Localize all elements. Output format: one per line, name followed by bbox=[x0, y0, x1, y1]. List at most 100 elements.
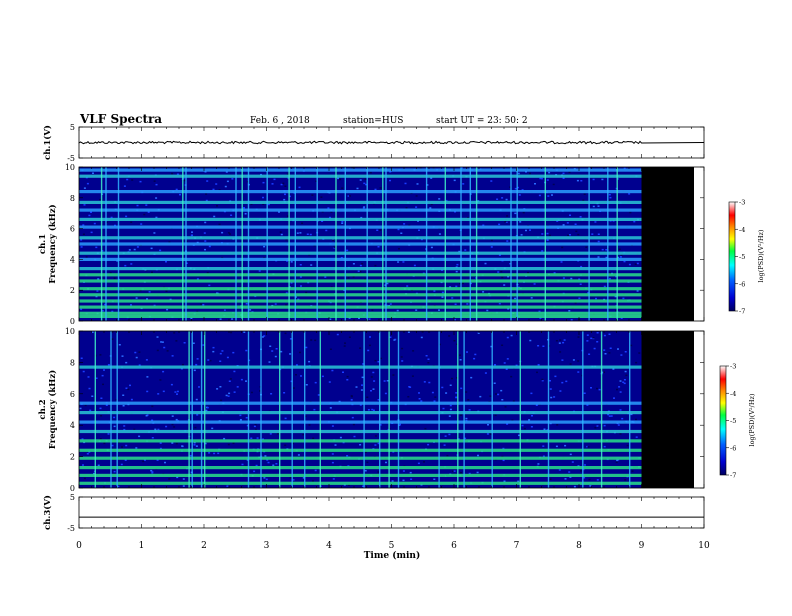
noise-speck bbox=[206, 272, 209, 274]
noise-speck bbox=[484, 262, 487, 265]
noise-speck bbox=[501, 197, 504, 199]
noise-speck bbox=[570, 277, 573, 280]
noise-speck bbox=[568, 471, 571, 473]
noise-speck bbox=[418, 398, 421, 400]
noise-speck bbox=[542, 445, 545, 447]
sferic-impulse bbox=[519, 331, 521, 488]
noise-speck bbox=[460, 472, 462, 474]
noise-speck bbox=[166, 308, 169, 311]
sferic-impulse bbox=[200, 331, 203, 488]
noise-speck bbox=[209, 359, 212, 362]
noise-speck bbox=[564, 478, 567, 480]
noise-speck bbox=[183, 179, 186, 182]
header-date: Feb. 6 , 2018 bbox=[250, 116, 310, 126]
waveform-trace bbox=[78, 140, 705, 145]
noise-speck bbox=[146, 376, 149, 378]
noise-speck bbox=[465, 417, 468, 420]
noise-speck bbox=[605, 249, 608, 251]
noise-speck bbox=[374, 188, 377, 191]
noise-speck bbox=[250, 203, 253, 205]
noise-speck bbox=[193, 444, 196, 446]
noise-speck bbox=[231, 178, 234, 180]
noise-speck bbox=[635, 418, 637, 421]
spectral-band bbox=[79, 174, 642, 178]
noise-speck bbox=[267, 461, 270, 464]
noise-speck bbox=[433, 290, 436, 292]
noise-speck bbox=[389, 303, 392, 305]
noise-speck bbox=[592, 337, 595, 339]
sferic-impulse bbox=[185, 167, 187, 321]
noise-speck bbox=[290, 261, 293, 263]
noise-speck bbox=[596, 425, 599, 427]
noise-speck bbox=[455, 392, 458, 394]
noise-speck bbox=[359, 270, 362, 273]
noise-speck bbox=[148, 291, 151, 293]
noise-speck bbox=[130, 304, 132, 306]
noise-speck bbox=[423, 381, 426, 383]
x-tick-label: 9 bbox=[639, 541, 645, 551]
noise-speck bbox=[196, 278, 199, 280]
noise-speck bbox=[315, 180, 318, 182]
noise-speck bbox=[445, 199, 448, 202]
noise-speck bbox=[136, 204, 139, 207]
noise-speck bbox=[150, 469, 153, 472]
noise-speck bbox=[226, 485, 229, 487]
y-axis-label: Frequency (kHz) bbox=[47, 370, 58, 449]
noise-speck bbox=[151, 471, 154, 473]
noise-speck bbox=[175, 442, 178, 445]
noise-speck bbox=[619, 433, 622, 435]
noise-speck bbox=[341, 187, 344, 189]
spectral-band bbox=[79, 299, 642, 303]
colorbar-ch2-label: log(PSD)(V²/Hz) bbox=[748, 393, 756, 446]
noise-speck bbox=[633, 220, 636, 223]
noise-speck bbox=[551, 194, 553, 196]
noise-speck bbox=[255, 464, 258, 467]
noise-speck bbox=[441, 386, 444, 389]
noise-speck bbox=[95, 295, 98, 298]
sferic-impulse bbox=[241, 167, 243, 321]
noise-speck bbox=[227, 232, 230, 234]
noise-speck bbox=[299, 264, 302, 266]
noise-speck bbox=[438, 309, 440, 311]
noise-speck bbox=[99, 354, 102, 356]
noise-speck bbox=[503, 362, 506, 364]
noise-speck bbox=[386, 282, 389, 285]
noise-speck bbox=[363, 182, 366, 185]
noise-speck bbox=[495, 393, 497, 395]
noise-speck bbox=[401, 347, 404, 350]
sferic-impulse bbox=[607, 167, 609, 321]
noise-speck bbox=[195, 363, 198, 366]
noise-speck bbox=[591, 233, 594, 235]
y-tick-label: 8 bbox=[70, 194, 75, 203]
sferic-impulse bbox=[247, 331, 250, 488]
noise-speck bbox=[577, 233, 580, 236]
sferic-impulse bbox=[616, 167, 618, 321]
noise-speck bbox=[171, 172, 174, 175]
sferic-impulse bbox=[116, 331, 118, 488]
noise-speck bbox=[620, 317, 623, 319]
colorbar-tick-label: -3 bbox=[730, 363, 736, 371]
sferic-impulse bbox=[469, 167, 471, 321]
noise-speck bbox=[114, 224, 116, 227]
noise-speck bbox=[402, 261, 405, 263]
noise-speck bbox=[367, 409, 370, 411]
sferic-impulse bbox=[382, 167, 384, 321]
noise-speck bbox=[579, 216, 582, 218]
noise-speck bbox=[168, 241, 171, 243]
sferic-impulse bbox=[204, 331, 206, 488]
noise-speck bbox=[574, 302, 577, 304]
noise-speck bbox=[249, 309, 252, 311]
noise-speck bbox=[228, 380, 231, 382]
noise-speck bbox=[427, 358, 430, 360]
noise-speck bbox=[113, 277, 116, 279]
noise-speck bbox=[360, 216, 363, 219]
noise-speck bbox=[327, 207, 330, 209]
noise-speck bbox=[473, 357, 476, 360]
noise-speck bbox=[527, 272, 529, 274]
spectral-band bbox=[79, 401, 642, 405]
noise-speck bbox=[359, 404, 362, 406]
noise-speck bbox=[216, 205, 218, 207]
noise-speck bbox=[365, 183, 368, 186]
noise-speck bbox=[583, 193, 586, 195]
noise-speck bbox=[297, 298, 300, 301]
